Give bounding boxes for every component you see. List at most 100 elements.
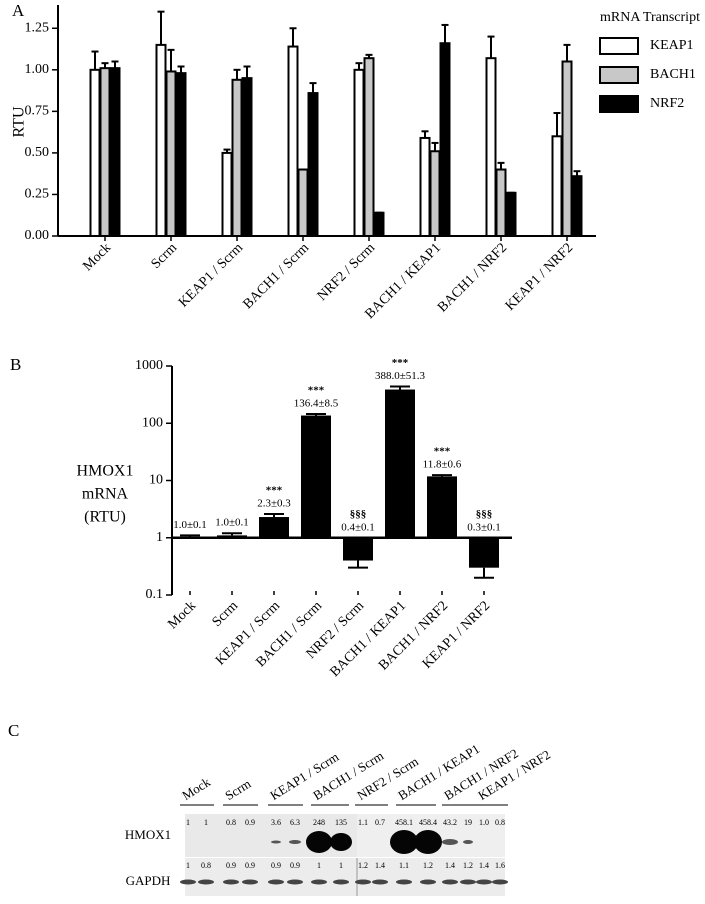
bar bbox=[297, 168, 309, 237]
bar bbox=[99, 67, 111, 237]
band bbox=[198, 879, 214, 885]
bar bbox=[571, 175, 583, 238]
value-label: 388.0±51.3 bbox=[375, 370, 426, 382]
band bbox=[180, 879, 196, 885]
y-tick-label: 0.00 bbox=[25, 228, 50, 243]
bar bbox=[427, 476, 457, 538]
x-tick-label: NRF2 / Scrm bbox=[315, 240, 378, 303]
y-tick-label: 0.25 bbox=[25, 187, 50, 202]
bar bbox=[155, 43, 167, 238]
band bbox=[476, 879, 492, 885]
band-quantity: 0.9 bbox=[271, 861, 281, 870]
band bbox=[287, 879, 303, 885]
y-tick-label: 0.50 bbox=[25, 145, 50, 160]
band-quantity: 458.1 bbox=[395, 818, 413, 827]
band bbox=[271, 840, 281, 844]
bar bbox=[259, 517, 289, 538]
band bbox=[396, 879, 412, 885]
band-quantity: 1.4 bbox=[445, 861, 455, 870]
bar bbox=[343, 537, 373, 561]
band-quantity: 43.2 bbox=[443, 818, 457, 827]
bar bbox=[485, 57, 497, 237]
y-axis-label: (RTU) bbox=[84, 509, 126, 526]
legend-swatch bbox=[599, 95, 639, 113]
band-quantity: 1.2 bbox=[463, 861, 473, 870]
panel-label: A bbox=[12, 1, 25, 20]
band bbox=[414, 830, 442, 854]
significance-mark: *** bbox=[308, 385, 325, 397]
bar bbox=[301, 415, 331, 538]
bar bbox=[385, 389, 415, 538]
band-quantity: 1 bbox=[186, 818, 190, 827]
band-quantity: 0.9 bbox=[226, 861, 236, 870]
y-tick-label: 1.00 bbox=[25, 62, 50, 77]
group-label: Scrm bbox=[222, 776, 253, 803]
band bbox=[330, 833, 352, 851]
legend-swatch bbox=[599, 37, 639, 55]
y-tick-label: 1000 bbox=[135, 358, 163, 373]
value-label: 136.4±8.5 bbox=[294, 398, 339, 410]
y-tick-label: 1.25 bbox=[25, 20, 50, 35]
band-quantity: 0.8 bbox=[495, 818, 505, 827]
band bbox=[442, 839, 458, 845]
row-label: HMOX1 bbox=[125, 827, 171, 842]
significance-mark: *** bbox=[266, 485, 283, 497]
x-tick-label: KEAP1 / Scrm bbox=[176, 240, 246, 310]
bar bbox=[221, 151, 233, 238]
band-quantity: 0.8 bbox=[201, 861, 211, 870]
band bbox=[492, 879, 508, 885]
value-label: 11.8±0.6 bbox=[423, 459, 462, 471]
band-quantity: 1 bbox=[317, 861, 321, 870]
y-tick-label: 100 bbox=[142, 415, 163, 430]
band-quantity: 1.1 bbox=[358, 818, 368, 827]
blot-background bbox=[185, 858, 505, 896]
band-quantity: 1.4 bbox=[479, 861, 489, 870]
significance-mark: *** bbox=[392, 357, 409, 369]
legend-label: KEAP1 bbox=[650, 38, 694, 53]
band-quantity: 1.1 bbox=[399, 861, 409, 870]
band-quantity: 135 bbox=[335, 818, 347, 827]
band-quantity: 1 bbox=[204, 818, 208, 827]
y-tick-label: 10 bbox=[149, 473, 163, 488]
x-tick-label: Mock bbox=[80, 240, 114, 274]
bar bbox=[439, 42, 451, 237]
value-label: 0.3±0.1 bbox=[467, 521, 501, 533]
significance-mark: *** bbox=[434, 446, 451, 458]
band-quantity: 0.7 bbox=[375, 818, 385, 827]
band bbox=[242, 879, 258, 885]
value-label: 1.0±0.1 bbox=[173, 519, 207, 531]
bar bbox=[495, 168, 507, 237]
bar bbox=[353, 68, 365, 238]
band-quantity: 19 bbox=[464, 818, 472, 827]
y-axis-label: HMOX1 bbox=[77, 463, 134, 480]
band-quantity: 1 bbox=[339, 861, 343, 870]
y-tick-label: 0.75 bbox=[25, 104, 50, 119]
significance-mark: §§§ bbox=[350, 508, 367, 520]
band-quantity: 1.0 bbox=[479, 818, 489, 827]
bar bbox=[373, 211, 385, 237]
value-label: 2.3±0.3 bbox=[257, 498, 291, 510]
band-quantity: 6.3 bbox=[290, 818, 300, 827]
band bbox=[333, 879, 349, 885]
y-tick-label: 0.1 bbox=[146, 587, 164, 602]
band bbox=[372, 879, 388, 885]
band-quantity: 0.9 bbox=[245, 861, 255, 870]
bar bbox=[307, 92, 319, 238]
y-tick-label: 1 bbox=[156, 530, 163, 545]
band-quantity: 1.2 bbox=[358, 861, 368, 870]
bar bbox=[505, 191, 517, 237]
legend-label: BACH1 bbox=[650, 67, 696, 82]
x-tick-label: Scrm bbox=[210, 598, 242, 630]
band bbox=[420, 879, 436, 885]
band-quantity: 0.9 bbox=[245, 818, 255, 827]
band-quantity: 248 bbox=[313, 818, 325, 827]
band-quantity: 458.4 bbox=[419, 818, 437, 827]
bar bbox=[419, 136, 431, 238]
value-label: 0.4±0.1 bbox=[341, 521, 375, 533]
bar bbox=[287, 45, 299, 237]
x-tick-label: Scrm bbox=[149, 240, 181, 272]
x-tick-label: BACH1 / Scrm bbox=[240, 240, 312, 312]
bar bbox=[165, 70, 177, 237]
band bbox=[463, 840, 473, 844]
y-axis-label: RTU bbox=[11, 106, 28, 137]
